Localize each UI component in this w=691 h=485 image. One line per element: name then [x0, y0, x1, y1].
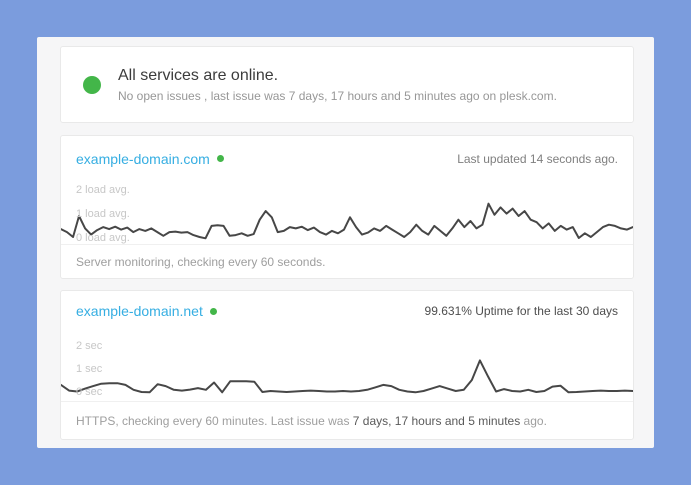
domain-wrap: example-domain.com [76, 151, 224, 167]
monitor-description: Server monitoring, checking every 60 sec… [76, 255, 326, 269]
monitor-description-prefix: HTTPS, checking every 60 minutes. Last i… [76, 414, 353, 428]
monitor-description-suffix: ago. [520, 414, 547, 428]
domain-link[interactable]: example-domain.com [76, 150, 210, 167]
y-axis-label: 1 load avg. [76, 208, 130, 220]
load-avg-chart-svg [61, 202, 633, 240]
monitor-header: example-domain.com Last updated 14 secon… [61, 136, 633, 181]
response-time-chart-svg [61, 359, 633, 394]
status-banner: All services are online. No open issues … [60, 46, 634, 123]
monitor-header: example-domain.net 99.631% Uptime for th… [61, 291, 633, 331]
y-axis-label: 0 load avg. [76, 232, 130, 244]
status-page-panel: All services are online. No open issues … [37, 37, 654, 448]
last-updated-text: Last updated 14 seconds ago. [457, 151, 618, 166]
monitor-footer: HTTPS, checking every 60 minutes. Last i… [61, 401, 633, 439]
response-time-chart: 2 sec 1 sec 0 sec [61, 331, 633, 401]
y-axis-label: 2 sec [76, 340, 103, 352]
load-avg-chart: 2 load avg. 1 load avg. 0 load avg. [61, 181, 633, 244]
y-axis-label: 2 load avg. [76, 184, 130, 196]
uptime-text: 99.631% Uptime for the last 30 days [424, 304, 618, 318]
banner-text: All services are online. No open issues … [118, 66, 557, 103]
online-status-icon [216, 155, 224, 162]
response-time-line [61, 359, 633, 394]
last-issue-duration: 7 days, 17 hours and 5 minutes [352, 414, 521, 428]
domain-wrap: example-domain.net [76, 303, 217, 319]
monitor-footer: Server monitoring, checking every 60 sec… [61, 244, 633, 278]
monitor-card-example-domain-net: example-domain.net 99.631% Uptime for th… [60, 290, 634, 440]
y-axis-label: 1 sec [76, 363, 103, 375]
y-axis-label: 0 sec [76, 386, 103, 398]
all-services-online-icon [83, 75, 101, 94]
online-status-icon [209, 307, 217, 315]
domain-link[interactable]: example-domain.net [76, 303, 203, 319]
load-avg-line [61, 202, 633, 240]
banner-subtitle: No open issues , last issue was 7 days, … [118, 89, 557, 104]
monitor-card-example-domain-com: example-domain.com Last updated 14 secon… [60, 135, 634, 279]
banner-title: All services are online. [118, 66, 279, 84]
